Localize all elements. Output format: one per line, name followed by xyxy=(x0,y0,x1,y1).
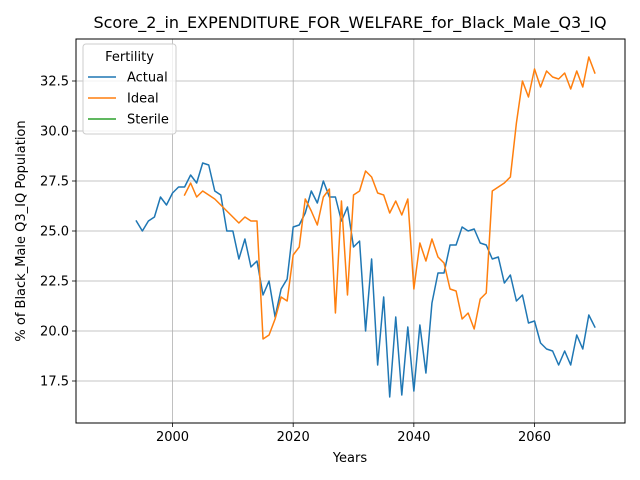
y-tick-label: 17.5 xyxy=(40,375,69,390)
y-tick-label: 32.5 xyxy=(40,75,69,90)
legend-entries: Actual Ideal Sterile xyxy=(88,71,169,128)
y-axis-title: % of Black_Male Q3_IQ Population xyxy=(14,120,29,341)
legend-title: Fertility xyxy=(105,50,154,65)
series-line-actual xyxy=(135,162,596,398)
legend-label-sterile: Sterile xyxy=(127,113,169,128)
series-line-ideal xyxy=(183,56,596,340)
x-tick-label: 2040 xyxy=(397,430,430,445)
axis-ticks: 2000 2020 2040 2060 17.5 20.0 22.5 25.0 27.5 30.0… xyxy=(40,75,551,446)
series-lines xyxy=(135,56,596,398)
y-tick-label: 27.5 xyxy=(40,175,69,190)
legend-label-actual: Actual xyxy=(127,71,168,86)
y-tick-label: 30.0 xyxy=(40,125,69,140)
x-axis-title: Years xyxy=(332,451,368,466)
x-tick-label: 2060 xyxy=(518,430,551,445)
x-tick-label: 2020 xyxy=(277,430,310,445)
y-tick-label: 22.5 xyxy=(40,275,69,290)
legend-label-ideal: Ideal xyxy=(127,92,159,107)
y-tick-label: 25.0 xyxy=(40,225,69,240)
x-tick-label: 2000 xyxy=(156,430,189,445)
legend-frame xyxy=(82,43,177,135)
chart-title: Score_2_in_EXPENDITURE_FOR_WELFARE_for_B… xyxy=(93,13,606,33)
legend: Fertility Actual Ideal Sterile xyxy=(82,43,177,135)
y-tick-label: 20.0 xyxy=(40,325,69,340)
